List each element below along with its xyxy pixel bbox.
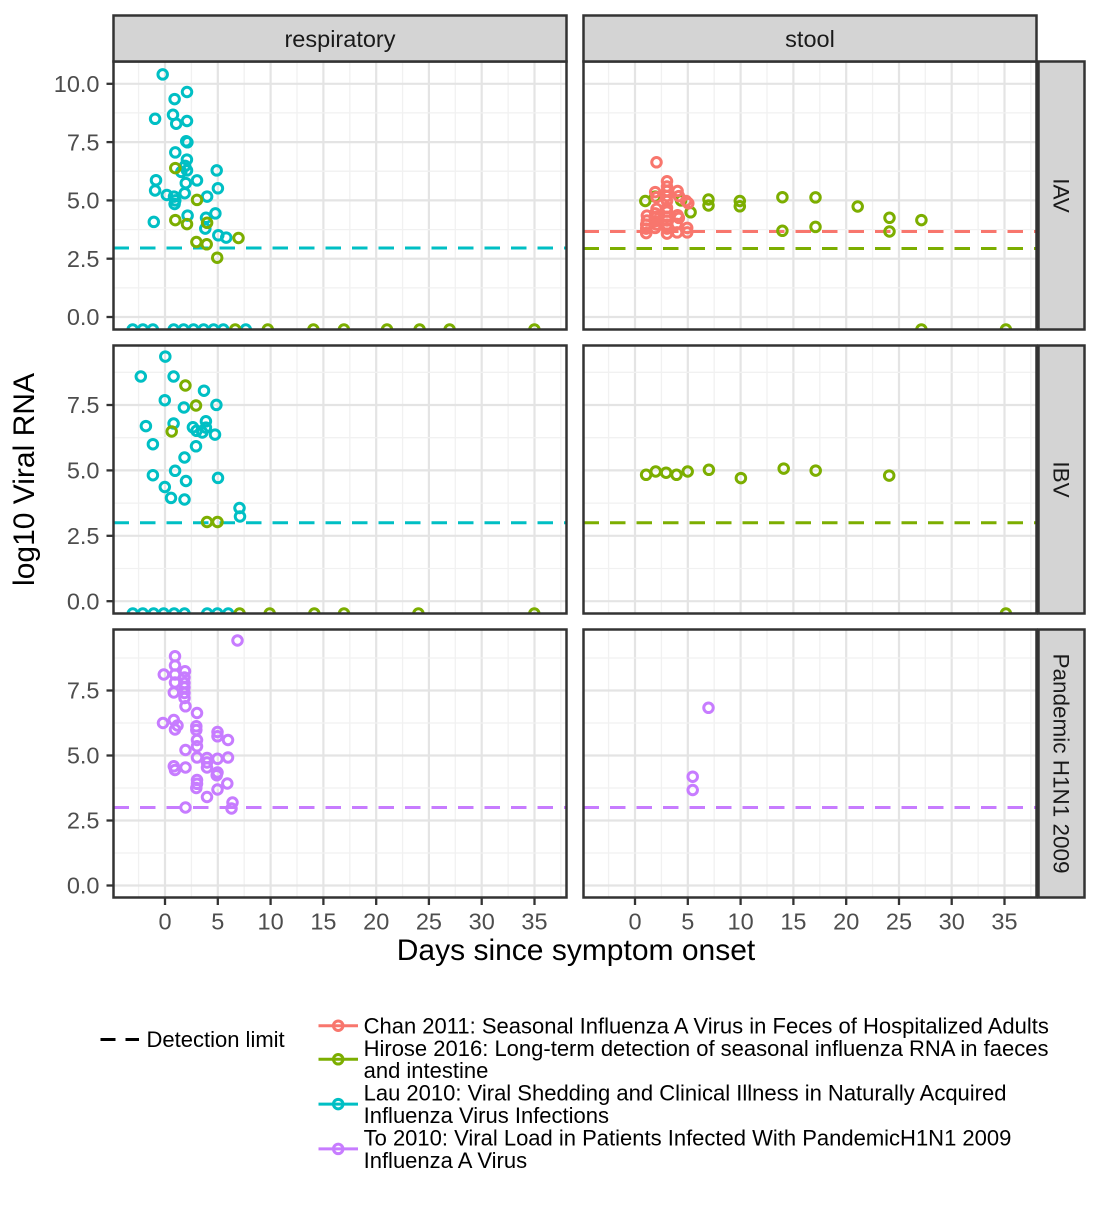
svg-text:0: 0 [628, 909, 641, 935]
svg-text:Detection limit: Detection limit [147, 1027, 285, 1052]
svg-text:20: 20 [363, 909, 389, 935]
svg-text:5.0: 5.0 [67, 458, 100, 484]
svg-text:5.0: 5.0 [67, 743, 100, 769]
svg-text:Lau 2010: Viral Shedding and C: Lau 2010: Viral Shedding and Clinical Il… [364, 1081, 1007, 1106]
svg-text:35: 35 [991, 909, 1017, 935]
svg-text:IAV: IAV [1048, 178, 1073, 213]
svg-text:15: 15 [310, 909, 336, 935]
svg-text:0.0: 0.0 [67, 873, 100, 899]
svg-text:30: 30 [469, 909, 495, 935]
svg-text:To 2010: Viral Load in Patient: To 2010: Viral Load in Patients Infected… [364, 1125, 1012, 1150]
svg-text:10: 10 [258, 909, 284, 935]
svg-text:Pandemic H1N1 2009: Pandemic H1N1 2009 [1048, 653, 1073, 873]
svg-text:20: 20 [833, 909, 859, 935]
svg-text:0.0: 0.0 [67, 304, 100, 330]
svg-text:10.0: 10.0 [54, 71, 100, 97]
svg-text:log10 Viral RNA: log10 Viral RNA [8, 373, 41, 586]
svg-text:stool: stool [785, 26, 835, 52]
svg-text:Days since symptom onset: Days since symptom onset [397, 934, 756, 967]
svg-text:respiratory: respiratory [284, 26, 395, 52]
svg-text:and intestine: and intestine [364, 1058, 489, 1083]
svg-text:25: 25 [886, 909, 912, 935]
svg-text:2.5: 2.5 [67, 246, 100, 272]
svg-text:7.5: 7.5 [67, 129, 100, 155]
svg-text:Influenza A Virus: Influenza A Virus [364, 1148, 527, 1173]
svg-text:0: 0 [158, 909, 171, 935]
svg-text:2.5: 2.5 [67, 523, 100, 549]
svg-text:5: 5 [681, 909, 694, 935]
svg-text:0.0: 0.0 [67, 588, 100, 614]
svg-text:Chan 2011: Seasonal Influenza: Chan 2011: Seasonal Influenza A Virus in… [364, 1013, 1049, 1038]
svg-text:7.5: 7.5 [67, 392, 100, 418]
svg-text:5: 5 [211, 909, 224, 935]
svg-text:Hirose 2016: Long-term detecti: Hirose 2016: Long-term detection of seas… [364, 1036, 1049, 1061]
svg-text:5.0: 5.0 [67, 188, 100, 214]
svg-text:IBV: IBV [1048, 461, 1073, 497]
svg-text:2.5: 2.5 [67, 808, 100, 834]
svg-text:10: 10 [728, 909, 754, 935]
svg-text:7.5: 7.5 [67, 678, 100, 704]
svg-text:35: 35 [521, 909, 547, 935]
svg-text:25: 25 [416, 909, 442, 935]
svg-text:30: 30 [939, 909, 965, 935]
svg-text:15: 15 [780, 909, 806, 935]
svg-text:Influenza Virus Infections: Influenza Virus Infections [364, 1103, 609, 1128]
